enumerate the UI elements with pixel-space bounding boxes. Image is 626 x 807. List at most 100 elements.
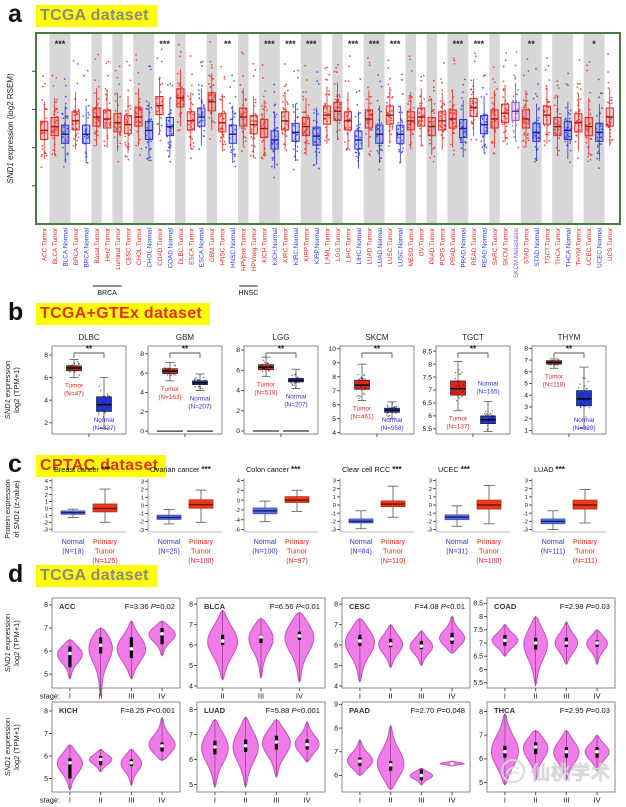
svg-text:8.5: 8.5 xyxy=(423,348,433,355)
svg-text:THYM.Tumor: THYM.Tumor xyxy=(576,228,583,266)
svg-text:I: I xyxy=(504,692,506,701)
svg-text:-1: -1 xyxy=(43,514,48,520)
panel-a-boxplot-chart: ACC.Tumor BLCA.Tumor BLCA.Normal BRCA.Tumor… xyxy=(6,32,621,297)
svg-text:8: 8 xyxy=(334,601,338,608)
svg-text:(N=207): (N=207) xyxy=(188,403,211,410)
svg-text:(N=111): (N=111) xyxy=(573,558,597,565)
svg-text:Protein expression: Protein expression xyxy=(3,479,12,539)
svg-text:ESCA.Normal: ESCA.Normal xyxy=(199,228,206,267)
svg-text:*: * xyxy=(592,39,596,49)
svg-text:LUSC.Normal: LUSC.Normal xyxy=(398,228,405,267)
svg-text:log2 (TPM+1): log2 (TPM+1) xyxy=(12,620,21,666)
svg-text:4: 4 xyxy=(189,683,193,690)
panel-letter-c: c xyxy=(8,450,22,478)
svg-text:KIRC.Normal: KIRC.Normal xyxy=(293,228,300,265)
svg-text:-1: -1 xyxy=(427,511,432,517)
svg-text:6: 6 xyxy=(479,756,483,763)
svg-text:6: 6 xyxy=(189,757,193,764)
svg-text:COAD.Normal: COAD.Normal xyxy=(167,228,174,268)
panel-letter-a: a xyxy=(8,0,22,28)
panel-b-boxplot-chart: DLBC2468Tumor(N=47)Normal(N=337)**GBM024… xyxy=(3,333,607,437)
svg-text:F=8.25 P<0.001: F=8.25 P<0.001 xyxy=(121,706,176,715)
svg-text:KICH.Tumor: KICH.Tumor xyxy=(262,228,269,263)
svg-text:-4: -4 xyxy=(235,518,241,524)
svg-text:***: *** xyxy=(453,39,464,49)
svg-text:THYM: THYM xyxy=(558,333,581,342)
svg-text:(N=110): (N=110) xyxy=(381,558,406,565)
svg-text:II: II xyxy=(244,796,248,805)
svg-text:Tumor: Tumor xyxy=(257,381,276,388)
svg-text:F=2.98 P=0.03: F=2.98 P=0.03 xyxy=(560,602,610,611)
svg-text:4: 4 xyxy=(140,390,144,397)
svg-text:3: 3 xyxy=(524,404,528,411)
svg-text:SND1 expression: SND1 expression xyxy=(3,361,12,419)
svg-text:1: 1 xyxy=(524,428,528,435)
svg-text:7: 7 xyxy=(479,732,483,739)
svg-text:F=6.56 P<0.01: F=6.56 P<0.01 xyxy=(270,602,320,611)
svg-text:Normal: Normal xyxy=(542,539,565,546)
svg-text:4: 4 xyxy=(524,392,528,399)
svg-text:(N=137): (N=137) xyxy=(446,424,469,431)
svg-text:F=5.88 P<0.001: F=5.88 P<0.001 xyxy=(266,706,321,715)
svg-text:(N=207): (N=207) xyxy=(284,401,307,408)
svg-text:GBM: GBM xyxy=(176,333,195,342)
svg-text:-6: -6 xyxy=(235,528,240,534)
svg-text:DLBC.Tumor: DLBC.Tumor xyxy=(178,228,185,265)
svg-text:log2 (TPM+1): log2 (TPM+1) xyxy=(12,724,21,770)
svg-text:(N=18): (N=18) xyxy=(62,549,84,556)
svg-text:Primary: Primary xyxy=(189,539,214,546)
svg-text:Normal: Normal xyxy=(190,395,211,402)
svg-text:IV: IV xyxy=(449,796,456,805)
svg-text:3: 3 xyxy=(429,479,432,485)
svg-text:(N=100): (N=100) xyxy=(252,549,277,556)
svg-text:-3: -3 xyxy=(331,528,336,534)
svg-text:(N=31): (N=31) xyxy=(446,549,468,556)
svg-text:7: 7 xyxy=(189,622,193,629)
svg-text:(N=84): (N=84) xyxy=(350,549,372,556)
svg-text:I: I xyxy=(69,692,71,701)
svg-text:6: 6 xyxy=(428,413,432,420)
svg-text:10: 10 xyxy=(328,346,336,353)
svg-text:-2: -2 xyxy=(139,520,144,526)
svg-text:-3: -3 xyxy=(523,528,528,534)
svg-text:Normal: Normal xyxy=(478,381,499,388)
svg-text:F=3.36 P=0.02: F=3.36 P=0.02 xyxy=(125,602,175,611)
svg-text:0: 0 xyxy=(236,428,240,435)
svg-text:DLBC: DLBC xyxy=(78,333,100,342)
svg-text:8: 8 xyxy=(44,602,48,609)
svg-text:IV: IV xyxy=(594,692,601,701)
svg-text:F=2.95 P=0.03: F=2.95 P=0.03 xyxy=(560,706,610,715)
svg-text:SKCM.Tumor: SKCM.Tumor xyxy=(502,228,509,266)
svg-text:Normal: Normal xyxy=(254,539,277,546)
svg-text:II: II xyxy=(221,692,225,701)
svg-text:GBM.Tumor: GBM.Tumor xyxy=(209,228,216,262)
svg-text:6: 6 xyxy=(140,370,144,377)
svg-text:BRCA: BRCA xyxy=(97,290,117,297)
svg-text:5: 5 xyxy=(189,782,193,789)
svg-text:8: 8 xyxy=(236,347,240,354)
svg-text:8: 8 xyxy=(189,707,193,714)
svg-text:II: II xyxy=(99,796,103,805)
svg-text:***: *** xyxy=(285,39,296,49)
svg-text:IV: IV xyxy=(296,692,303,701)
svg-text:SND1 expression (log2 RSEM): SND1 expression (log2 RSEM) xyxy=(6,73,15,184)
svg-text:Luminal.Tumor: Luminal.Tumor xyxy=(115,228,122,270)
svg-text:III: III xyxy=(128,796,134,805)
svg-text:CHOL.Tumor: CHOL.Tumor xyxy=(136,228,143,265)
svg-text:Tumor: Tumor xyxy=(545,373,564,380)
svg-text:PRAD.Tumor: PRAD.Tumor xyxy=(450,228,457,265)
svg-text:**: ** xyxy=(528,39,536,49)
svg-text:II: II xyxy=(534,692,538,701)
svg-text:Normal: Normal xyxy=(158,539,181,546)
svg-text:TGCT.Tumor: TGCT.Tumor xyxy=(544,228,551,264)
svg-text:4: 4 xyxy=(332,430,336,437)
svg-text:8: 8 xyxy=(189,601,193,608)
svg-text:6: 6 xyxy=(334,773,338,780)
svg-text:Normal: Normal xyxy=(286,393,307,400)
svg-text:II: II xyxy=(389,692,393,701)
svg-text:Normal: Normal xyxy=(94,417,115,424)
svg-text:3: 3 xyxy=(45,486,48,492)
svg-text:0: 0 xyxy=(141,504,144,510)
svg-text:5: 5 xyxy=(524,381,528,388)
svg-text:4: 4 xyxy=(45,479,49,485)
